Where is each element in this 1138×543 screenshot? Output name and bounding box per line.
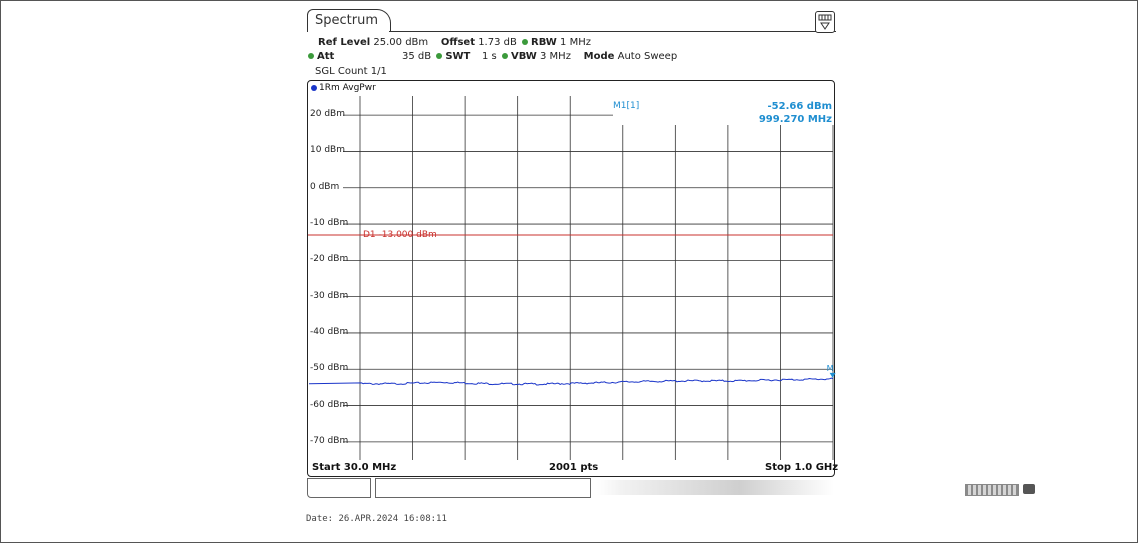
- progress-bars-icon: [965, 484, 1019, 496]
- trace-label: 1Rm AvgPwr: [311, 83, 376, 93]
- display-line-label: D1 -13.000 dBm: [363, 230, 437, 240]
- tab-spectrum[interactable]: Spectrum: [307, 9, 391, 32]
- status-bar: 26.04.2024: [307, 478, 1101, 498]
- start-frequency: Start 30.0 MHz: [312, 462, 397, 473]
- vbw-label: VBW: [510, 51, 537, 62]
- status-info-area: 26.04.2024: [597, 480, 1101, 496]
- display-settings-icon[interactable]: [815, 11, 835, 33]
- settings-row-2c: 1 s VBW 3 MHz Mode Auto Sweep: [482, 51, 677, 62]
- status-segment-1[interactable]: [307, 478, 371, 498]
- status-date: 26.04.2024: [1067, 482, 1102, 489]
- ref-level-label: Ref Level: [318, 37, 371, 48]
- sweep-points: 2001 pts: [549, 462, 599, 473]
- swt-value: 1 s: [482, 51, 497, 62]
- vbw-indicator-icon: [501, 53, 508, 59]
- marker-level: -52.66 dBm: [767, 101, 832, 112]
- att-label: Att: [317, 51, 335, 62]
- y-tick-label: 20 dBm: [310, 109, 345, 120]
- sgl-count: SGL Count 1/1: [315, 66, 387, 77]
- marker-name: M1[1]: [613, 101, 640, 111]
- att-indicator-icon: [308, 53, 314, 59]
- offset-value: 1.73 dB: [478, 37, 517, 48]
- att-value: 35 dB: [402, 51, 432, 62]
- rbw-indicator-icon: [522, 39, 529, 45]
- tab-spectrum-label: Spectrum: [315, 13, 378, 28]
- y-tick-label: -20 dBm: [310, 254, 349, 265]
- settings-row-1: Ref Level 25.00 dBm Offset 1.73 dB RBW 1…: [318, 37, 591, 48]
- marker-m1-icon: [829, 372, 836, 378]
- y-tick-label: -30 dBm: [310, 290, 349, 301]
- y-tick-label: 10 dBm: [310, 145, 345, 156]
- status-segment-2[interactable]: [375, 478, 591, 498]
- settings-row-2: Att: [306, 51, 334, 62]
- trace-label-text: 1Rm AvgPwr: [319, 83, 376, 93]
- trace-line: [308, 377, 834, 386]
- vbw-value: 3 MHz: [540, 51, 571, 62]
- ref-level-value: 25.00 dBm: [373, 37, 429, 48]
- mode-value: Auto Sweep: [617, 51, 678, 62]
- stop-frequency: Stop 1.0 GHz: [765, 462, 839, 473]
- y-tick-label: 0 dBm: [310, 181, 340, 192]
- swt-label: SWT: [445, 51, 471, 62]
- rbw-value: 1 MHz: [560, 37, 591, 48]
- rbw-label: RBW: [531, 37, 557, 48]
- marker-frequency: 999.270 MHz: [758, 114, 832, 125]
- y-tick-label: -40 dBm: [310, 326, 349, 337]
- y-tick-label: -60 dBm: [310, 399, 349, 410]
- mode-label: Mode: [583, 51, 615, 62]
- y-tick-label: -10 dBm: [310, 218, 349, 229]
- plot-area[interactable]: [307, 80, 835, 477]
- tab-underline: [389, 31, 836, 32]
- y-tick-label: -70 dBm: [310, 435, 349, 446]
- swt-indicator-icon: [436, 53, 443, 59]
- marker-tag: M: [827, 364, 834, 373]
- offset-label: Offset: [440, 37, 475, 48]
- trace-indicator-icon: [311, 84, 317, 91]
- settings-row-2b: 35 dB SWT: [402, 51, 470, 62]
- y-tick-label: -50 dBm: [310, 363, 349, 374]
- capture-date: Date: 26.APR.2024 16:08:11: [306, 514, 447, 524]
- remote-icon: [1023, 484, 1035, 494]
